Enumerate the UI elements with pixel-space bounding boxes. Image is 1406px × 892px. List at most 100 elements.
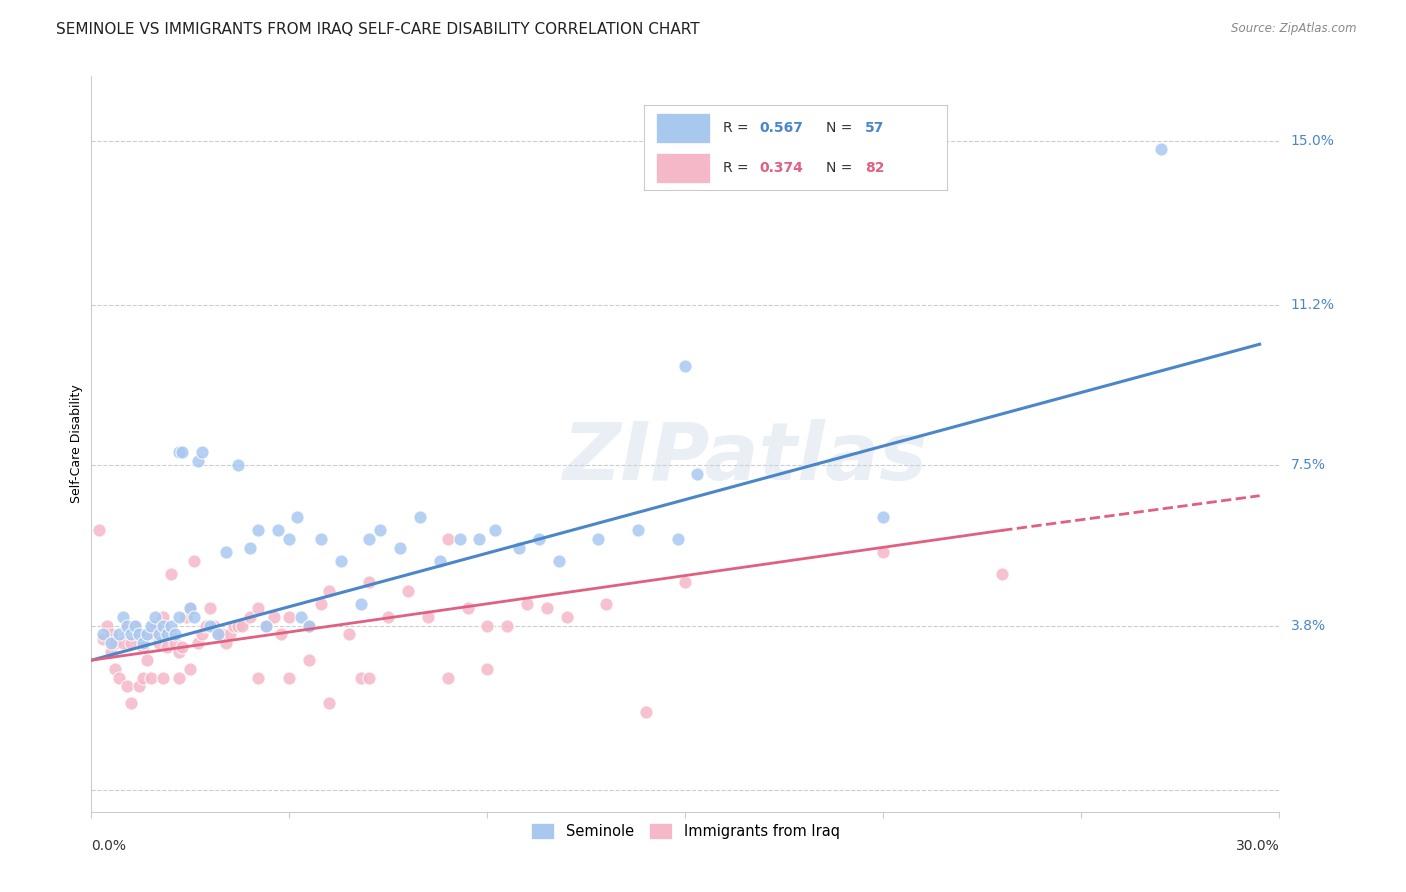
Point bbox=[215, 545, 238, 559]
Point bbox=[200, 618, 222, 632]
Point bbox=[139, 671, 162, 685]
Point bbox=[239, 541, 262, 555]
Point bbox=[357, 575, 380, 590]
Point bbox=[176, 610, 198, 624]
Point bbox=[120, 697, 142, 711]
Point bbox=[100, 636, 122, 650]
Text: SEMINOLE VS IMMIGRANTS FROM IRAQ SELF-CARE DISABILITY CORRELATION CHART: SEMINOLE VS IMMIGRANTS FROM IRAQ SELF-CA… bbox=[56, 22, 700, 37]
Legend: Seminole, Immigrants from Iraq: Seminole, Immigrants from Iraq bbox=[526, 817, 845, 845]
Point bbox=[187, 454, 209, 468]
Point bbox=[112, 636, 135, 650]
Point bbox=[872, 545, 894, 559]
Point bbox=[179, 662, 201, 676]
Point bbox=[132, 636, 155, 650]
Point bbox=[139, 627, 162, 641]
Text: 30.0%: 30.0% bbox=[1236, 839, 1279, 854]
Point bbox=[555, 610, 578, 624]
Point bbox=[337, 627, 360, 641]
Point bbox=[211, 627, 233, 641]
Point bbox=[409, 510, 432, 524]
Point bbox=[309, 597, 332, 611]
Point bbox=[115, 618, 138, 632]
Point bbox=[91, 632, 114, 646]
Point bbox=[357, 671, 380, 685]
Point bbox=[191, 445, 214, 459]
Point bbox=[156, 627, 179, 641]
Point bbox=[148, 627, 170, 641]
Point bbox=[89, 524, 111, 538]
Point bbox=[135, 627, 157, 641]
Text: 11.2%: 11.2% bbox=[1291, 298, 1334, 312]
Point bbox=[115, 618, 138, 632]
Point bbox=[159, 618, 181, 632]
Point bbox=[108, 627, 131, 641]
Point bbox=[179, 601, 201, 615]
Point bbox=[290, 610, 312, 624]
Point bbox=[128, 627, 150, 641]
Point bbox=[246, 524, 269, 538]
Point bbox=[139, 618, 162, 632]
Point bbox=[96, 618, 118, 632]
Text: 15.0%: 15.0% bbox=[1291, 134, 1334, 148]
Point bbox=[1150, 143, 1173, 157]
Point bbox=[112, 610, 135, 624]
Point bbox=[298, 653, 321, 667]
Point bbox=[350, 597, 373, 611]
Point bbox=[167, 445, 190, 459]
Point bbox=[202, 618, 225, 632]
Point bbox=[285, 510, 308, 524]
Point bbox=[183, 610, 205, 624]
Point bbox=[634, 705, 657, 719]
Point bbox=[128, 679, 150, 693]
Point bbox=[449, 532, 471, 546]
Point bbox=[246, 601, 269, 615]
Point bbox=[477, 662, 499, 676]
Point bbox=[172, 640, 194, 655]
Point bbox=[143, 618, 166, 632]
Point bbox=[226, 618, 249, 632]
Point bbox=[595, 597, 617, 611]
Point bbox=[329, 554, 352, 568]
Point bbox=[416, 610, 439, 624]
Point bbox=[128, 627, 150, 641]
Point bbox=[215, 636, 238, 650]
Point bbox=[298, 618, 321, 632]
Point bbox=[666, 532, 689, 546]
Point bbox=[124, 618, 146, 632]
Point bbox=[115, 679, 138, 693]
Point bbox=[673, 575, 696, 590]
Point bbox=[91, 627, 114, 641]
Point bbox=[377, 610, 399, 624]
Point bbox=[436, 532, 458, 546]
Point bbox=[991, 566, 1014, 581]
Point bbox=[872, 510, 894, 524]
Point bbox=[163, 636, 186, 650]
Point bbox=[516, 597, 538, 611]
Point bbox=[278, 671, 301, 685]
Point bbox=[191, 627, 214, 641]
Point bbox=[207, 627, 229, 641]
Point bbox=[508, 541, 530, 555]
Point bbox=[263, 610, 285, 624]
Text: ZIPatlas: ZIPatlas bbox=[562, 419, 928, 498]
Point bbox=[124, 618, 146, 632]
Point bbox=[159, 627, 181, 641]
Point bbox=[104, 662, 127, 676]
Text: 3.8%: 3.8% bbox=[1291, 618, 1326, 632]
Point bbox=[152, 671, 174, 685]
Point bbox=[135, 653, 157, 667]
Point bbox=[132, 671, 155, 685]
Point bbox=[429, 554, 451, 568]
Point bbox=[270, 627, 292, 641]
Point bbox=[132, 640, 155, 655]
Point bbox=[266, 524, 288, 538]
Point bbox=[278, 532, 301, 546]
Point bbox=[239, 610, 262, 624]
Point bbox=[187, 636, 209, 650]
Point bbox=[436, 671, 458, 685]
Point bbox=[673, 359, 696, 373]
Point bbox=[172, 445, 194, 459]
Point bbox=[457, 601, 479, 615]
Point bbox=[167, 610, 190, 624]
Point bbox=[152, 610, 174, 624]
